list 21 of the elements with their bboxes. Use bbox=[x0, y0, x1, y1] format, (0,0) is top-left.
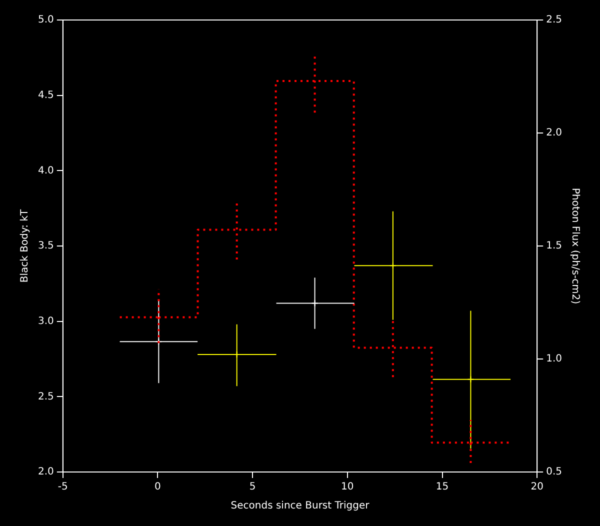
y-tick-label: 3.0 bbox=[38, 316, 54, 327]
y-tick-label: 3.5 bbox=[38, 240, 54, 252]
y2-axis-title: Photon Flux (ph/s-cm2) bbox=[569, 188, 580, 304]
x-tick-label: -5 bbox=[58, 482, 68, 493]
y2-tick-label: 2.5 bbox=[546, 14, 562, 26]
y-tick-label: 2.5 bbox=[38, 391, 54, 402]
y-tick-label: 4.0 bbox=[38, 165, 54, 176]
x-tick-label: 10 bbox=[341, 482, 354, 493]
y-axis-title: Black Body: kT bbox=[20, 208, 31, 283]
x-tick-label: 20 bbox=[530, 482, 544, 493]
x-tick-label: 15 bbox=[436, 482, 449, 493]
y-tick-label: 5.0 bbox=[38, 14, 54, 26]
y-tick-label: 4.5 bbox=[38, 90, 54, 101]
y2-tick-label: 2.0 bbox=[546, 128, 562, 139]
y2-tick-label: 1.0 bbox=[546, 354, 562, 365]
y-tick-label: 2.0 bbox=[38, 466, 54, 478]
y2-tick-label: 0.5 bbox=[546, 466, 562, 478]
y2-tick-label: 1.5 bbox=[546, 240, 562, 252]
x-tick-label: 5 bbox=[249, 482, 256, 493]
x-tick-label: 0 bbox=[154, 482, 161, 493]
x-axis-title: Seconds since Burst Trigger bbox=[230, 500, 370, 512]
